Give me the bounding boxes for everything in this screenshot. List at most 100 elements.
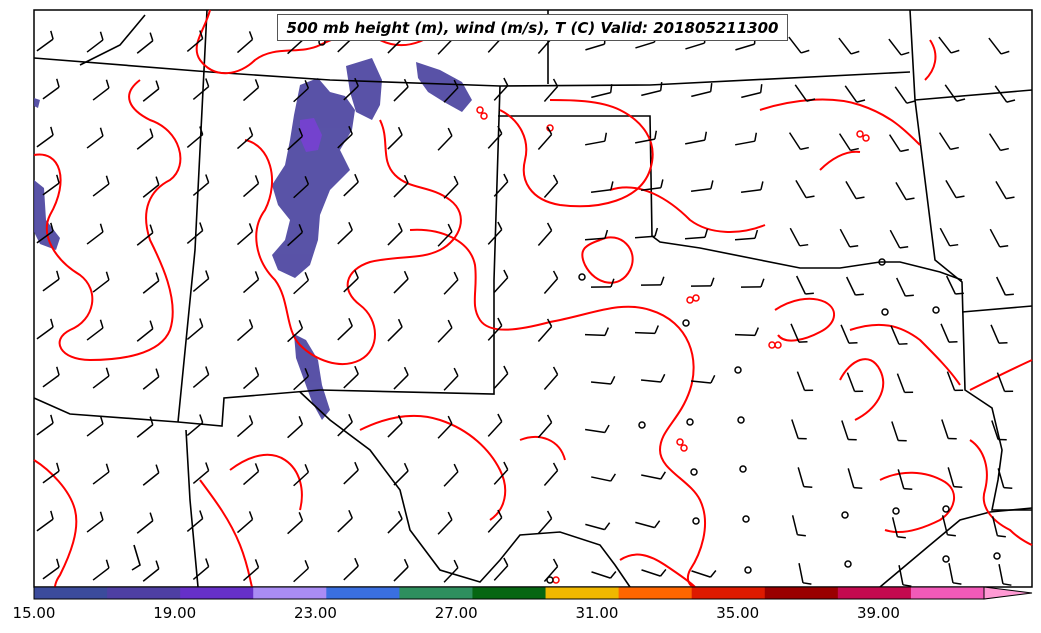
wind-barb [635, 130, 658, 144]
wind-barb [42, 78, 60, 100]
wind-barb [591, 84, 613, 99]
wind-barb [437, 223, 453, 247]
wind-barb [86, 127, 104, 149]
wind-barb [691, 570, 717, 578]
wind-barb [92, 559, 110, 581]
map-title: 500 mb height (m), wind (m/s), T (C) Val… [277, 14, 788, 41]
wind-barb [635, 520, 661, 529]
wind-barb [42, 366, 60, 388]
wind-barb [543, 78, 559, 103]
wind-barb [641, 471, 666, 480]
wind-barb [142, 272, 160, 294]
wind-barb [387, 318, 403, 342]
wind-barb [287, 224, 304, 247]
colorbar-segment [545, 587, 620, 599]
wind-barb [437, 319, 453, 343]
colorbar-segment [764, 587, 839, 599]
wind-barb [142, 176, 160, 198]
wind-barb [136, 512, 154, 534]
colorbar-segment [399, 587, 473, 599]
wind-barb [988, 37, 1010, 55]
wind-barb [387, 510, 403, 534]
wind-barb [192, 270, 210, 293]
wind-barb [889, 229, 909, 249]
wind-barb [896, 373, 914, 394]
wind-barb [584, 327, 610, 337]
wind-barb [537, 510, 553, 534]
wind-barb [393, 174, 409, 198]
wind-barb [938, 36, 960, 54]
wind-barb [192, 366, 210, 389]
wind-barb [142, 368, 160, 390]
temperature-contours [33, 9, 1033, 588]
wind-barb [940, 323, 958, 343]
wind-barb [690, 277, 715, 287]
wind-barb [797, 467, 813, 489]
wind-barb [337, 221, 353, 245]
wind-barb [443, 79, 459, 103]
wind-barb [543, 462, 559, 487]
wind-barb [236, 415, 254, 438]
wind-barb [584, 229, 609, 241]
colorbar-tick-label: 31.00 [575, 604, 619, 622]
wind-barb [947, 467, 963, 489]
wind-barb [839, 228, 859, 248]
wind-barb [242, 271, 260, 294]
wind-barb [343, 557, 359, 581]
wind-barb [585, 522, 611, 531]
wind-barb [740, 181, 764, 194]
wind-barb [590, 181, 614, 194]
wind-barb [998, 564, 1012, 586]
wind-barb [86, 415, 104, 437]
wind-barb [493, 77, 509, 101]
wind-barb [293, 272, 310, 295]
wind-barb [847, 468, 863, 490]
wind-barb [591, 473, 617, 482]
wind-barb [537, 318, 553, 342]
wind-barb [493, 269, 509, 293]
wind-barb [640, 276, 665, 286]
wind-barb [443, 367, 459, 391]
wind-barb [945, 180, 965, 199]
wind-barb [944, 84, 966, 102]
political-borders [33, 9, 1033, 588]
wind-barb [845, 276, 864, 296]
wind-barb [898, 565, 912, 587]
wind-barb [846, 372, 864, 393]
wind-barb [343, 269, 359, 293]
wind-barb [740, 278, 765, 288]
wind-barb [343, 173, 359, 197]
wind-barb [393, 462, 409, 486]
wind-barb [988, 133, 1009, 152]
wind-barb [242, 79, 260, 102]
wind-barb [634, 325, 659, 335]
wind-barb [387, 222, 403, 246]
wind-barb [437, 415, 453, 439]
wind-barb [891, 517, 906, 539]
wind-barb [192, 78, 210, 101]
wind-barb [590, 375, 616, 385]
wind-barb [946, 371, 964, 392]
wind-barb [393, 270, 409, 294]
wind-barb [86, 31, 104, 53]
wind-barb [186, 414, 204, 436]
wind-barb [86, 223, 104, 245]
wind-barb [242, 175, 260, 198]
wind-barb [186, 510, 204, 532]
wind-barb [790, 323, 808, 343]
wind-barb [941, 419, 957, 440]
colorbar-tick-label: 39.00 [856, 604, 900, 622]
wind-barb [838, 133, 859, 152]
wind-barb [443, 271, 459, 295]
wind-barb [543, 174, 559, 199]
wind-barb [840, 324, 858, 344]
wind-barb [142, 80, 160, 102]
wind-barb [888, 38, 910, 56]
wind-barb [42, 270, 60, 292]
wind-barb [788, 132, 809, 151]
wind-barbs [36, 29, 1016, 587]
colorbar-segment [472, 587, 547, 599]
colorbar-tick-label: 15.00 [12, 604, 56, 622]
colorbar-border [33, 586, 985, 600]
